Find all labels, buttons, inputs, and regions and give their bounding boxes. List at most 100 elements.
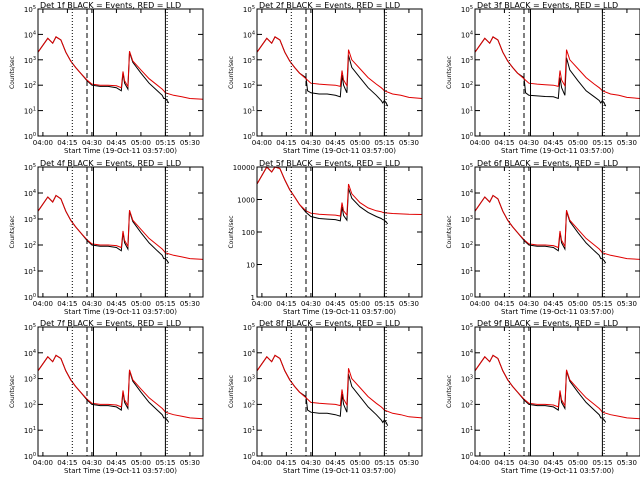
y-tick-label: 102 xyxy=(461,400,473,409)
y-tick-label: 104 xyxy=(243,349,255,358)
y-tick-label: 104 xyxy=(24,189,36,198)
y-tick-label: 1000 xyxy=(237,197,255,205)
x-tick-label: 04:30 xyxy=(301,300,321,308)
x-tick-label: 05:30 xyxy=(180,459,200,467)
plot-frame xyxy=(37,8,204,137)
plot-frame xyxy=(474,8,640,137)
x-tick-label: 04:15 xyxy=(494,139,514,147)
panel-title: Det 7f BLACK = Events, RED = LLD xyxy=(40,319,181,328)
x-tick-label: 05:00 xyxy=(568,139,588,147)
x-tick-label: 05:00 xyxy=(350,459,370,467)
y-tick-label: 103 xyxy=(461,215,473,224)
y-tick-label: 101 xyxy=(461,426,473,435)
y-tick-label: 103 xyxy=(461,375,473,384)
x-axis-label: Start Time (19-Oct-11 03:57:00) xyxy=(64,308,177,316)
y-axis-label: Counts/sec xyxy=(9,375,16,408)
x-tick-label: 04:00 xyxy=(33,459,53,467)
series-line-lld xyxy=(37,36,204,100)
y-tick-label: 100 xyxy=(242,229,255,237)
panel-det-9f: 04:00 04:15 04:30 04:45 05:00 05:15 05:30 100 10… xyxy=(446,319,640,475)
panel-title: Det 6f BLACK = Events, RED = LLD xyxy=(477,159,618,168)
plot-frame xyxy=(474,326,640,457)
x-tick-label: 05:15 xyxy=(155,459,175,467)
x-tick-label: 04:00 xyxy=(252,300,272,308)
y-tick-label: 102 xyxy=(243,400,255,409)
series-line-lld xyxy=(256,354,423,419)
x-tick-label: 05:30 xyxy=(180,139,200,147)
x-tick-label: 05:15 xyxy=(592,300,612,308)
series-line-events xyxy=(474,354,607,423)
y-tick-label: 104 xyxy=(243,30,255,39)
x-tick-label: 04:15 xyxy=(276,139,296,147)
x-axis-label: Start Time (19-Oct-11 03:57:00) xyxy=(64,147,177,155)
y-tick-label: 104 xyxy=(461,189,473,198)
x-tick-label: 04:15 xyxy=(57,139,77,147)
panel-det-3f: 04:00 04:15 04:30 04:45 05:00 05:15 05:30 100 10… xyxy=(446,1,640,155)
y-tick-label: 105 xyxy=(24,5,36,14)
plot-frame xyxy=(256,326,423,457)
x-tick-label: 05:00 xyxy=(131,300,151,308)
series-line-lld xyxy=(256,166,423,217)
series-line-events xyxy=(256,36,389,107)
y-axis-label: Counts/sec xyxy=(228,56,235,89)
y-tick-label: 100 xyxy=(24,293,36,302)
series-line-lld xyxy=(37,194,204,260)
y-tick-label: 100 xyxy=(243,132,255,141)
y-tick-label: 101 xyxy=(461,107,473,116)
y-tick-label: 105 xyxy=(24,163,36,172)
x-tick-label: 04:30 xyxy=(519,459,539,467)
x-tick-label: 04:30 xyxy=(301,139,321,147)
x-tick-label: 05:00 xyxy=(350,139,370,147)
y-tick-label: 104 xyxy=(461,30,473,39)
x-tick-label: 04:45 xyxy=(543,300,563,308)
y-tick-label: 102 xyxy=(24,400,36,409)
y-tick-label: 102 xyxy=(461,81,473,90)
y-tick-label: 103 xyxy=(461,56,473,65)
panel-det-7f: 04:00 04:15 04:30 04:45 05:00 05:15 05:30 100 10… xyxy=(9,319,204,475)
panel-det-4f: 04:00 04:15 04:30 04:45 05:00 05:15 05:30 100 10… xyxy=(9,159,204,316)
series-line-events xyxy=(474,36,607,107)
series-line-events xyxy=(256,354,389,426)
x-axis-label: Start Time (19-Oct-11 03:57:00) xyxy=(283,467,396,475)
y-tick-label: 104 xyxy=(461,349,473,358)
x-tick-label: 05:00 xyxy=(568,300,588,308)
x-tick-label: 05:30 xyxy=(399,300,419,308)
y-axis-label: Counts/sec xyxy=(446,56,453,89)
x-tick-label: 05:30 xyxy=(617,139,637,147)
x-tick-label: 05:15 xyxy=(592,139,612,147)
x-tick-label: 04:45 xyxy=(543,139,563,147)
x-tick-label: 04:45 xyxy=(325,300,345,308)
series-line-events xyxy=(474,194,607,264)
panel-det-1f: 04:00 04:15 04:30 04:45 05:00 05:15 05:30 100 10… xyxy=(9,1,204,155)
series-line-lld xyxy=(474,194,640,260)
x-axis-label: Start Time (19-Oct-11 03:57:00) xyxy=(283,147,396,155)
y-axis-label: Counts/sec xyxy=(9,215,16,248)
y-tick-label: 100 xyxy=(461,293,473,302)
y-tick-label: 100 xyxy=(461,452,473,461)
y-axis-label: Counts/sec xyxy=(228,215,235,248)
x-tick-label: 04:30 xyxy=(519,300,539,308)
x-tick-label: 04:15 xyxy=(276,459,296,467)
panel-det-8f: 04:00 04:15 04:30 04:45 05:00 05:15 05:30 100 10… xyxy=(228,319,423,475)
panel-title: Det 1f BLACK = Events, RED = LLD xyxy=(40,1,181,10)
series-line-events xyxy=(256,166,389,225)
y-axis-label: Counts/sec xyxy=(446,375,453,408)
x-tick-label: 04:45 xyxy=(106,300,126,308)
x-tick-label: 05:30 xyxy=(617,459,637,467)
y-tick-label: 104 xyxy=(24,30,36,39)
x-tick-label: 05:00 xyxy=(350,300,370,308)
x-tick-label: 04:00 xyxy=(470,139,490,147)
x-tick-label: 05:30 xyxy=(399,459,419,467)
x-tick-label: 04:00 xyxy=(33,139,53,147)
x-tick-label: 04:15 xyxy=(276,300,296,308)
x-axis-label: Start Time (19-Oct-11 03:57:00) xyxy=(283,308,396,316)
panel-title: Det 3f BLACK = Events, RED = LLD xyxy=(477,1,618,10)
y-tick-label: 101 xyxy=(24,107,36,116)
x-tick-label: 04:30 xyxy=(82,139,102,147)
x-tick-label: 04:30 xyxy=(82,300,102,308)
y-tick-label: 1 xyxy=(251,294,255,302)
x-tick-label: 04:00 xyxy=(33,300,53,308)
y-tick-label: 104 xyxy=(24,349,36,358)
y-tick-label: 103 xyxy=(24,56,36,65)
y-tick-label: 10 xyxy=(246,262,255,270)
